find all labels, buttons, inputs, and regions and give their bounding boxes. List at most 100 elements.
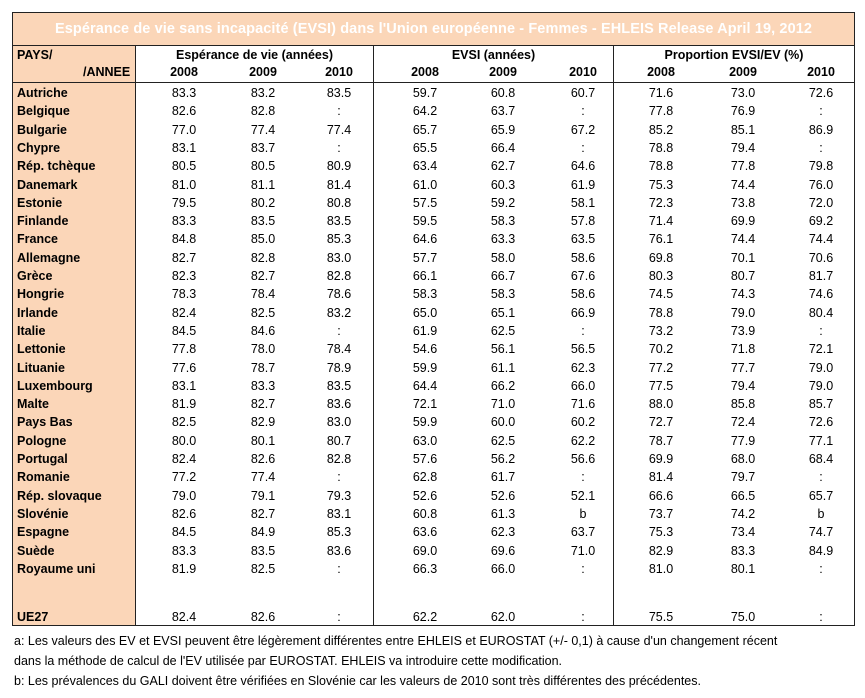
country-name: Estonie (17, 195, 63, 210)
value-cell: 83.5 (326, 86, 352, 100)
value-cell: 58.3 (412, 287, 438, 302)
value-cell: : (819, 140, 823, 155)
value-cell: 79.4 (730, 140, 756, 155)
value-cell: 75.3 (648, 177, 674, 192)
value-cell: 69.8 (648, 250, 674, 265)
value-cell: 59.7 (412, 86, 438, 100)
country-name: Finlande (17, 214, 69, 229)
value-cell: 56.1 (490, 342, 516, 357)
value-cell: 81.9 (171, 561, 197, 576)
value-cell: 79.0 (808, 360, 834, 375)
value-cell: 65.5 (412, 140, 438, 155)
value-cell: 63.3 (490, 232, 516, 247)
value-cell: 60.7 (570, 86, 596, 100)
value-cell: 83.2 (250, 86, 276, 100)
header-year: 2008 (170, 65, 198, 79)
table-row-total: UE27 82.4 82.6: 62.2 62.0: 75.5 75.0: (13, 608, 854, 626)
value-cell: 77.8 (171, 342, 197, 357)
value-cell: 84.9 (250, 525, 276, 540)
value-cell: 58.3 (490, 214, 516, 229)
country-name: Hongrie (17, 287, 65, 302)
value-cell: 74.5 (648, 287, 674, 302)
value-cell: 78.8 (648, 305, 674, 320)
header-year: 2009 (489, 65, 517, 79)
value-cell: 83.7 (250, 140, 276, 155)
value-cell: 80.7 (730, 269, 756, 283)
value-cell: 74.4 (808, 232, 834, 247)
value-cell: 85.3 (326, 232, 352, 247)
value-cell: 72.6 (808, 415, 834, 430)
value-cell: 67.6 (570, 269, 596, 283)
value-cell: 85.0 (250, 232, 276, 247)
value-cell: 60.8 (490, 86, 516, 100)
value-cell: 57.5 (412, 195, 438, 210)
value-cell: 66.0 (570, 378, 596, 393)
value-cell: 77.2 (648, 360, 674, 375)
value-cell: 80.2 (250, 195, 276, 210)
country-name: Grèce (17, 269, 53, 283)
value-cell: 58.6 (570, 287, 596, 302)
value-cell: 56.6 (570, 452, 596, 466)
value-cell: 80.5 (250, 159, 276, 174)
value-cell: 79.0 (171, 488, 197, 503)
value-cell: 73.4 (730, 525, 756, 540)
value-cell: 83.0 (326, 250, 352, 265)
value-cell: 57.7 (412, 250, 438, 265)
value-cell: 72.1 (808, 342, 834, 357)
value-cell: 78.4 (326, 342, 352, 357)
table-row: Hongrie 78.3 78.4 78.6 58.3 58.3 58.6 74.5 74.3 7… (13, 285, 854, 303)
value-cell: 83.1 (326, 506, 352, 521)
value-cell: 57.6 (412, 452, 438, 466)
value-cell: 73.9 (730, 323, 756, 338)
value-cell: 83.3 (171, 214, 197, 229)
value-cell: 61.9 (570, 177, 596, 192)
value-cell: 79.5 (171, 195, 197, 210)
value-cell: 82.5 (250, 305, 276, 320)
value-cell: 83.3 (250, 378, 276, 393)
header-annee: /ANNEE (83, 65, 131, 79)
country-name: Danemark (17, 177, 78, 192)
value-cell: 52.6 (412, 488, 438, 503)
value-cell: 59.9 (412, 415, 438, 430)
table-row: Lituanie 77.6 78.7 78.9 59.9 61.1 62.3 77.2 77.7… (13, 359, 854, 377)
value-cell: 78.7 (648, 433, 674, 448)
header-year: 2008 (411, 65, 439, 79)
value-cell: 69.9 (648, 452, 674, 466)
value-cell: 81.0 (648, 561, 674, 576)
value-cell: 60.2 (570, 415, 596, 430)
header-pays: PAYS/ (17, 48, 53, 62)
footnote: dans la méthode de calcul de l'EV utilis… (14, 654, 563, 668)
header-year: 2010 (569, 65, 597, 79)
value-cell: : (819, 323, 823, 338)
value-cell: 62.5 (490, 323, 516, 338)
group-divider (373, 46, 374, 625)
value-cell: 60.8 (412, 506, 438, 521)
header-group-evsi: EVSI (années) (451, 48, 536, 62)
value-cell: 83.1 (171, 378, 197, 393)
country-name: Autriche (17, 86, 68, 100)
value-cell: 79.0 (730, 305, 756, 320)
value-cell: 63.7 (490, 104, 516, 119)
value-cell: 77.1 (808, 433, 834, 448)
value-cell: 62.2 (412, 610, 438, 624)
value-cell: 83.6 (326, 397, 352, 412)
value-cell: 82.4 (171, 610, 197, 624)
value-cell: 74.7 (808, 525, 834, 540)
value-cell: 59.2 (490, 195, 516, 210)
header-group-proportion: Proportion EVSI/EV (%) (664, 48, 804, 62)
value-cell: 57.8 (570, 214, 596, 229)
value-cell: 86.9 (808, 122, 834, 137)
value-cell: 73.2 (648, 323, 674, 338)
table-row: Bulgarie 77.0 77.4 77.4 65.7 65.9 67.2 85.2 85.1… (13, 121, 854, 139)
value-cell: 76.0 (808, 177, 834, 192)
value-cell: 58.1 (570, 195, 596, 210)
value-cell: 77.4 (250, 470, 276, 485)
value-cell: 67.2 (570, 122, 596, 137)
table-row: Suède 83.3 83.5 83.6 69.0 69.6 71.0 82.9 83.3 84.… (13, 542, 854, 560)
country-name: Romanie (17, 470, 70, 485)
header-group-ev: Espérance de vie (années) (175, 48, 334, 62)
value-cell: 80.7 (326, 433, 352, 448)
table-row: Irlande 82.4 82.5 83.2 65.0 65.1 66.9 78.8 79.0 8… (13, 304, 854, 322)
header-year: 2009 (249, 65, 277, 79)
value-cell: 62.7 (490, 159, 516, 174)
